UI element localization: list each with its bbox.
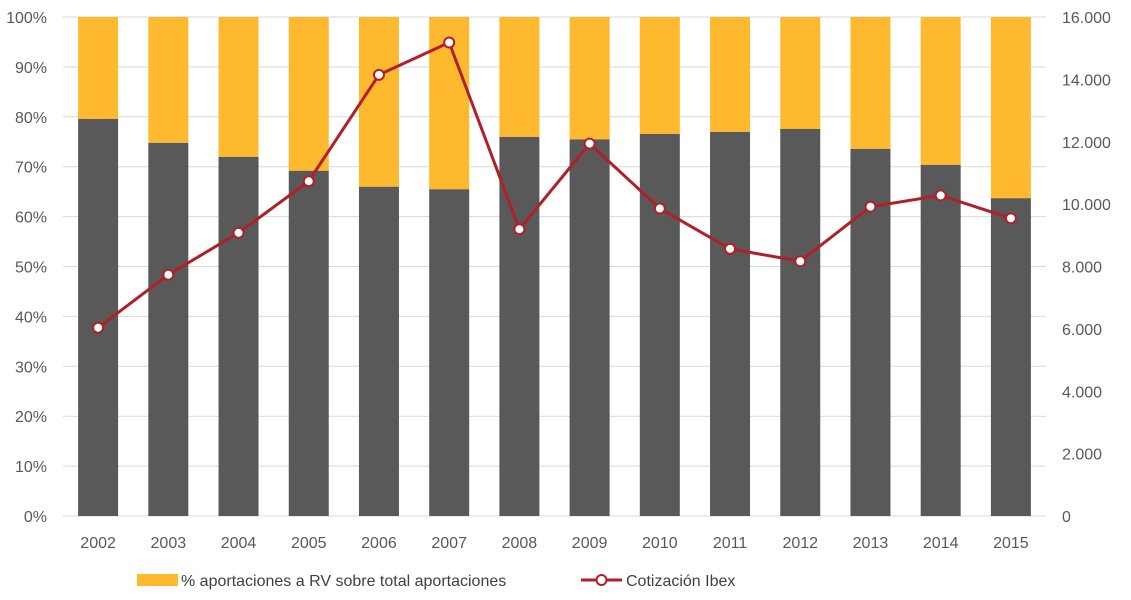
right-tick-label: 6.000 bbox=[1062, 322, 1102, 339]
bar-base-2003 bbox=[148, 142, 189, 517]
x-tick-label: 2004 bbox=[221, 535, 257, 552]
left-tick-label: 70% bbox=[15, 160, 47, 177]
left-tick-label: 80% bbox=[15, 110, 47, 127]
ibex-point-2010 bbox=[653, 202, 666, 215]
legend-label-ibex: Cotización Ibex bbox=[626, 573, 735, 590]
left-tick-label: 50% bbox=[15, 260, 47, 277]
bar-base-2007 bbox=[429, 189, 470, 516]
bar-base-2015 bbox=[990, 198, 1031, 516]
right-tick-label: 8.000 bbox=[1062, 260, 1102, 277]
legend: % aportaciones a RV sobre total aportaci… bbox=[137, 573, 735, 590]
x-tick-label: 2002 bbox=[80, 535, 116, 552]
x-tick-label: 2015 bbox=[993, 535, 1029, 552]
x-tick-label: 2009 bbox=[572, 535, 608, 552]
bar-base-2006 bbox=[358, 186, 399, 516]
bar-rv-2002 bbox=[78, 17, 119, 119]
ibex-point-2013 bbox=[864, 200, 877, 213]
x-tick-label: 2012 bbox=[782, 535, 818, 552]
bar-rv-2013 bbox=[850, 17, 891, 149]
ibex-line bbox=[92, 36, 1017, 334]
x-tick-label: 2010 bbox=[642, 535, 678, 552]
x-tick-label: 2014 bbox=[923, 535, 959, 552]
gridlines bbox=[63, 16, 1046, 517]
right-tick-label: 0 bbox=[1062, 509, 1071, 526]
x-tick-label: 2007 bbox=[431, 535, 467, 552]
right-axis: 0 2.000 4.000 6.000 8.000 10.000 12.000 14.000 1… bbox=[1062, 10, 1111, 526]
bar-rv-2014 bbox=[920, 17, 961, 165]
ibex-point-2002 bbox=[92, 321, 105, 334]
bar-rv-2015 bbox=[990, 17, 1031, 199]
ibex-point-2009 bbox=[583, 137, 596, 150]
right-tick-label: 12.000 bbox=[1062, 135, 1111, 152]
bar-base-2008 bbox=[499, 136, 540, 516]
bar-rv-2012 bbox=[780, 17, 821, 129]
ibex-point-2005 bbox=[302, 175, 315, 188]
left-tick-label: 20% bbox=[15, 409, 47, 426]
left-tick-label: 100% bbox=[6, 10, 47, 27]
right-tick-label: 2.000 bbox=[1062, 447, 1102, 464]
bar-rv-2003 bbox=[148, 17, 189, 143]
left-tick-label: 0% bbox=[24, 509, 47, 526]
bar-base-2010 bbox=[639, 133, 680, 517]
right-tick-label: 14.000 bbox=[1062, 72, 1111, 89]
ibex-point-2003 bbox=[162, 268, 175, 281]
bar-rv-2010 bbox=[639, 17, 680, 134]
bar-rv-2009 bbox=[569, 17, 610, 140]
bar-rv-2011 bbox=[710, 17, 751, 132]
x-tick-label: 2013 bbox=[853, 535, 889, 552]
bar-base-2009 bbox=[569, 139, 610, 516]
left-axis: 0% 10% 20% 30% 40% 50% 60% 70% 80% 90% 100% bbox=[6, 10, 47, 526]
bar-base-2012 bbox=[780, 128, 821, 516]
legend-label-rv: % aportaciones a RV sobre total aportaci… bbox=[181, 573, 506, 590]
bar-base-2011 bbox=[710, 131, 751, 516]
left-tick-label: 90% bbox=[15, 60, 47, 77]
bar-rv-2006 bbox=[358, 17, 399, 187]
left-tick-label: 40% bbox=[15, 309, 47, 326]
bar-base-2005 bbox=[288, 170, 329, 516]
left-tick-label: 30% bbox=[15, 359, 47, 376]
left-tick-label: 10% bbox=[15, 459, 47, 476]
x-tick-label: 2005 bbox=[291, 535, 327, 552]
legend-swatch-rv bbox=[137, 574, 178, 586]
bar-base-2004 bbox=[218, 156, 259, 516]
bars bbox=[78, 17, 1031, 517]
x-axis: 2002 2003 2004 2005 2006 2007 2008 2009 2010 2011… bbox=[80, 535, 1028, 552]
ibex-point-2015 bbox=[1004, 212, 1017, 225]
legend-swatch-ibex-marker bbox=[595, 574, 608, 586]
x-tick-label: 2006 bbox=[361, 535, 397, 552]
bar-rv-2004 bbox=[218, 17, 259, 157]
bar-rv-2008 bbox=[499, 17, 540, 137]
ibex-point-2014 bbox=[934, 189, 947, 202]
ibex-point-2007 bbox=[443, 36, 456, 49]
ibex-line-path bbox=[97, 41, 1012, 329]
ibex-point-2012 bbox=[794, 255, 807, 268]
x-tick-label: 2011 bbox=[713, 535, 748, 552]
ibex-point-2008 bbox=[513, 223, 526, 236]
ibex-point-2011 bbox=[724, 242, 737, 255]
x-tick-label: 2003 bbox=[151, 535, 187, 552]
bar-base-2014 bbox=[920, 164, 961, 517]
left-tick-label: 60% bbox=[15, 210, 47, 227]
ibex-point-2004 bbox=[232, 226, 245, 239]
right-tick-label: 10.000 bbox=[1062, 197, 1111, 214]
right-tick-label: 4.000 bbox=[1062, 384, 1102, 401]
x-tick-label: 2008 bbox=[502, 535, 538, 552]
right-tick-label: 16.000 bbox=[1062, 10, 1111, 27]
ibex-point-2006 bbox=[372, 68, 385, 81]
bar-rv-2005 bbox=[288, 17, 329, 171]
